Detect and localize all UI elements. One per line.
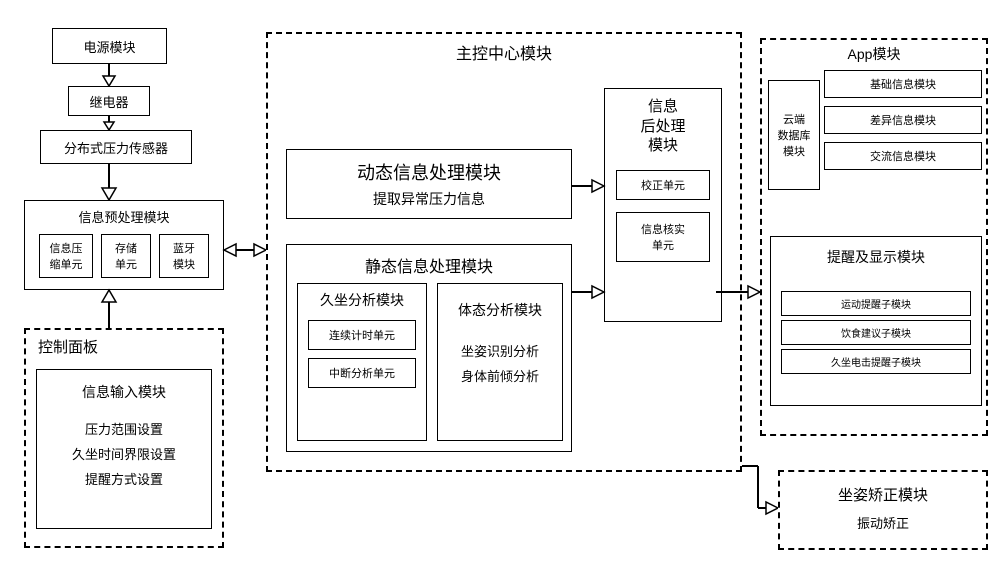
app-module-box: App模块 云端 数据库 模块 基础信息模块 差异信息模块 交流信息模块 提醒及… bbox=[760, 38, 988, 436]
reminder-item-0: 运动提醒子模块 bbox=[781, 291, 971, 316]
main-control-title: 主控中心模块 bbox=[268, 34, 740, 70]
reminder-title: 提醒及显示模块 bbox=[827, 247, 925, 267]
posture-title: 体态分析模块 bbox=[458, 300, 542, 320]
static-title: 静态信息处理模块 bbox=[365, 253, 493, 277]
preprocess-box: 信息预处理模块 信息压 缩单元 存储 单元 蓝牙 模块 bbox=[24, 200, 224, 290]
main-control-box: 主控中心模块 动态信息处理模块 提取异常压力信息 静态信息处理模块 久坐分析模块… bbox=[266, 32, 742, 472]
compress-unit: 信息压 缩单元 bbox=[39, 234, 93, 278]
reminder-item-1: 饮食建议子模块 bbox=[781, 320, 971, 345]
posture-correct-subtitle: 振动矫正 bbox=[780, 505, 986, 532]
posture-item-1: 身体前倾分析 bbox=[461, 366, 539, 385]
bluetooth-unit: 蓝牙 模块 bbox=[159, 234, 209, 278]
input-item-1: 久坐时间界限设置 bbox=[72, 444, 176, 463]
timer-unit: 连续计时单元 bbox=[308, 320, 416, 350]
input-item-2: 提醒方式设置 bbox=[85, 469, 163, 488]
sedentary-box: 久坐分析模块 连续计时单元 中断分析单元 bbox=[297, 283, 427, 441]
arrow-sensor-preprocess bbox=[108, 164, 110, 200]
storage-unit: 存储 单元 bbox=[101, 234, 151, 278]
app-module-title: App模块 bbox=[762, 40, 986, 66]
arrow-static-post bbox=[572, 286, 604, 298]
diff-info-box: 差异信息模块 bbox=[824, 106, 982, 134]
arrow-preprocess-main bbox=[224, 243, 266, 257]
relay-label: 继电器 bbox=[89, 92, 128, 111]
arrow-relay-sensor bbox=[108, 116, 110, 130]
preprocess-title: 信息预处理模块 bbox=[78, 207, 169, 226]
control-panel-box: 控制面板 信息输入模块 压力范围设置 久坐时间界限设置 提醒方式设置 bbox=[24, 328, 224, 548]
dynamic-subtitle: 提取异常压力信息 bbox=[373, 189, 485, 209]
pressure-sensor-box: 分布式压力传感器 bbox=[40, 130, 192, 164]
post-process-box: 信息 后处理 模块 校正单元 信息核实 单元 bbox=[604, 88, 722, 322]
input-module-box: 信息输入模块 压力范围设置 久坐时间界限设置 提醒方式设置 bbox=[36, 369, 212, 529]
exchange-info-box: 交流信息模块 bbox=[824, 142, 982, 170]
interrupt-unit: 中断分析单元 bbox=[308, 358, 416, 388]
arrow-control-preprocess bbox=[108, 290, 110, 328]
reminder-box: 提醒及显示模块 运动提醒子模块 饮食建议子模块 久坐电击提醒子模块 bbox=[770, 236, 982, 406]
dynamic-title: 动态信息处理模块 bbox=[357, 159, 501, 185]
power-module-box: 电源模块 bbox=[52, 28, 167, 64]
posture-correct-box: 坐姿矫正模块 振动矫正 bbox=[778, 470, 988, 550]
relay-box: 继电器 bbox=[68, 86, 150, 116]
pressure-sensor-label: 分布式压力传感器 bbox=[64, 138, 168, 157]
arrow-power-relay bbox=[108, 64, 110, 86]
posture-box: 体态分析模块 坐姿识别分析 身体前倾分析 bbox=[437, 283, 563, 441]
control-panel-title: 控制面板 bbox=[26, 330, 222, 363]
posture-correct-title: 坐姿矫正模块 bbox=[780, 472, 986, 505]
sedentary-title: 久坐分析模块 bbox=[320, 290, 404, 310]
arrow-main-posture-correct bbox=[742, 460, 778, 522]
dynamic-module-box: 动态信息处理模块 提取异常压力信息 bbox=[286, 149, 572, 219]
arrow-dynamic-post bbox=[572, 180, 604, 192]
verify-unit: 信息核实 单元 bbox=[616, 212, 710, 262]
cloud-db-box: 云端 数据库 模块 bbox=[768, 80, 820, 190]
input-item-0: 压力范围设置 bbox=[85, 419, 163, 438]
input-module-title: 信息输入模块 bbox=[82, 382, 166, 402]
static-module-box: 静态信息处理模块 久坐分析模块 连续计时单元 中断分析单元 体态分析模块 坐姿识… bbox=[286, 244, 572, 452]
reminder-item-2: 久坐电击提醒子模块 bbox=[781, 349, 971, 374]
power-module-label: 电源模块 bbox=[83, 37, 135, 56]
post-process-title: 信息 后处理 模块 bbox=[640, 97, 685, 156]
basic-info-box: 基础信息模块 bbox=[824, 70, 982, 98]
arrow-post-app bbox=[716, 286, 760, 298]
correction-unit: 校正单元 bbox=[616, 170, 710, 200]
posture-item-0: 坐姿识别分析 bbox=[461, 341, 539, 360]
